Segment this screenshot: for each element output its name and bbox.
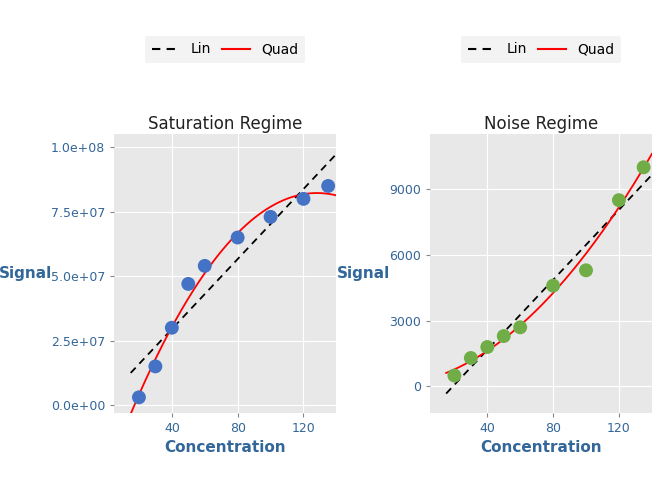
X-axis label: Concentration: Concentration (480, 440, 601, 456)
Point (499, 332, 509, 340)
Legend: Lin, Quad: Lin, Quad (145, 36, 306, 63)
Point (298, 195, 309, 203)
Title: Noise Regime: Noise Regime (484, 115, 598, 133)
Point (183, 280, 194, 288)
Text: Signal: Signal (337, 266, 390, 281)
X-axis label: Concentration: Concentration (165, 440, 286, 456)
Point (134, 394, 144, 401)
Point (614, 196, 624, 204)
Point (581, 266, 591, 274)
Point (265, 213, 276, 221)
Point (638, 164, 649, 171)
Point (449, 372, 460, 379)
Point (515, 324, 526, 331)
Point (233, 234, 243, 241)
Legend: Lin, Quad: Lin, Quad (460, 36, 621, 63)
Title: Saturation Regime: Saturation Regime (148, 115, 302, 133)
Point (323, 182, 333, 190)
Point (482, 343, 493, 351)
Point (200, 262, 210, 270)
Text: Signal: Signal (0, 266, 52, 281)
Point (150, 362, 161, 370)
Point (548, 282, 558, 289)
Point (466, 354, 476, 362)
Point (167, 324, 177, 332)
